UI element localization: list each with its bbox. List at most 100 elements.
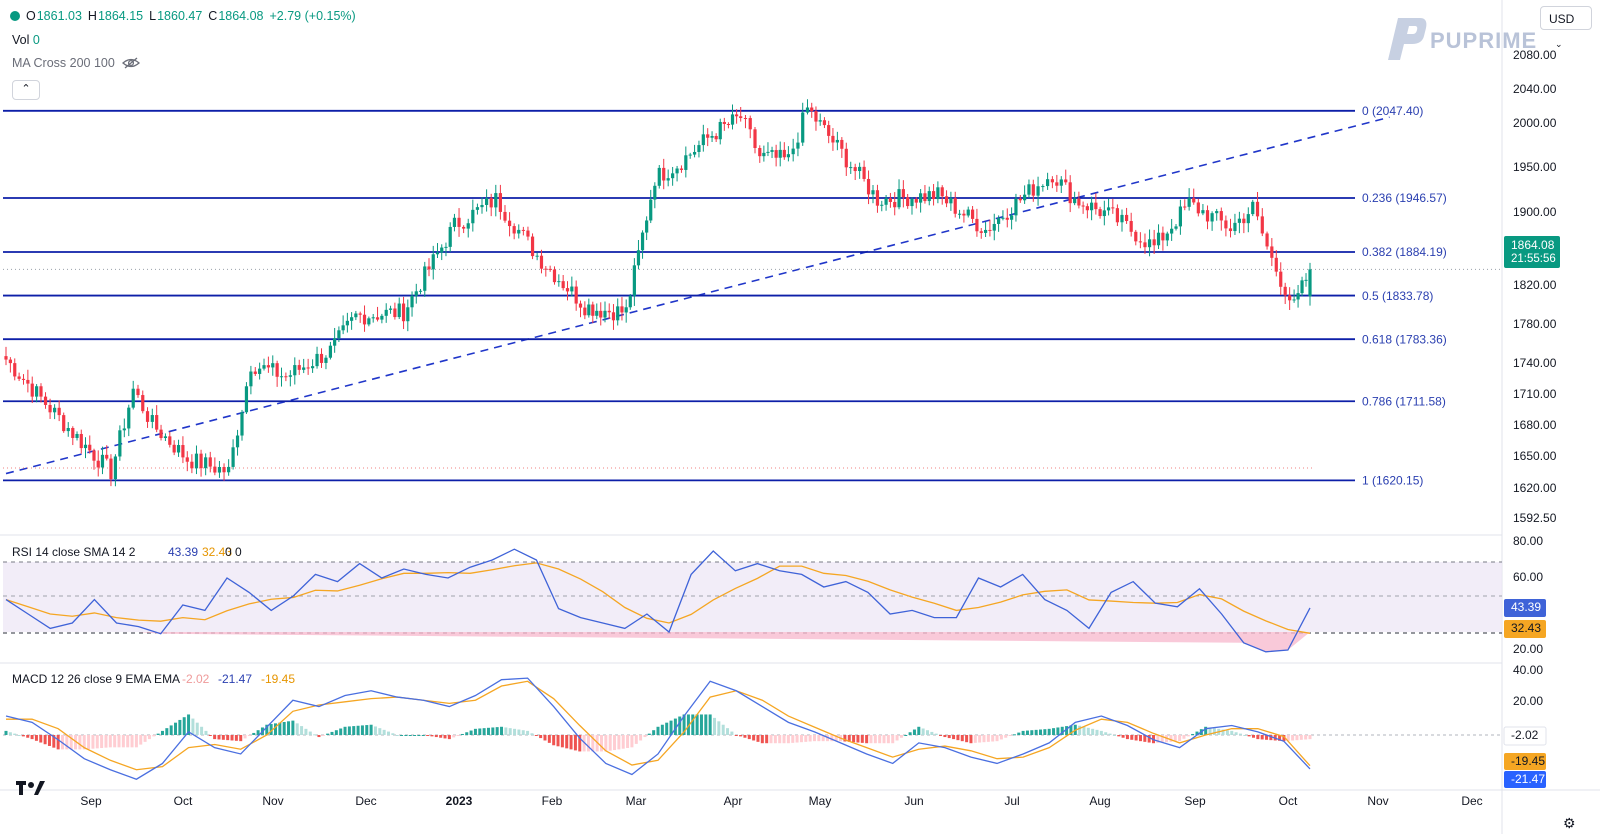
candle-body: [1246, 214, 1250, 224]
candle-body: [805, 107, 810, 113]
currency-select[interactable]: USD ⌄: [1540, 6, 1592, 49]
close-label: C: [208, 9, 218, 23]
macd-histogram-bar: [952, 735, 956, 740]
macd-histogram-bar: [782, 735, 786, 744]
macd-histogram-bar: [639, 735, 643, 741]
macd-histogram-bar: [21, 735, 25, 737]
candle-body: [1156, 232, 1161, 246]
macd-histogram-bar: [147, 735, 151, 740]
ma-cross-legend[interactable]: MA Cross 200 100: [12, 56, 141, 70]
macd-histogram-bar: [330, 731, 334, 735]
macd-histogram-bar: [1256, 735, 1260, 740]
candle-body: [530, 236, 535, 257]
candle-body: [919, 193, 923, 203]
candle-body: [997, 218, 1001, 224]
candle-body: [92, 450, 96, 461]
macd-histogram-bar: [956, 735, 960, 741]
candle-body: [688, 154, 692, 156]
macd-value-tag-label: -21.47: [1511, 772, 1545, 786]
candle-body: [975, 218, 979, 232]
price-tick-label: 2040.00: [1513, 82, 1557, 96]
macd-histogram-bar: [1121, 735, 1125, 738]
macd-histogram-bar: [1099, 730, 1103, 735]
macd-histogram-bar: [1095, 729, 1099, 735]
candle-body: [71, 428, 75, 438]
macd-histogram-bar: [586, 735, 590, 752]
fib-level-label: 0.786 (1711.58): [1362, 394, 1446, 408]
macd-histogram-bar: [1182, 735, 1186, 739]
candle-body: [1265, 233, 1269, 247]
macd-histogram-bar: [387, 731, 391, 735]
candle-body: [822, 120, 827, 126]
candle-body: [1196, 202, 1200, 214]
candle-body: [587, 304, 591, 316]
macd-histogram-bar: [504, 727, 508, 735]
candle-body: [100, 454, 105, 468]
candle-body: [337, 330, 341, 339]
tradingview-logo-icon[interactable]: [16, 777, 46, 803]
candle-body: [35, 386, 39, 397]
candle-body: [444, 246, 448, 248]
candle-body: [570, 286, 574, 292]
candle-body: [583, 307, 587, 316]
macd-histogram-bar: [247, 735, 251, 736]
candle-body: [1098, 209, 1102, 217]
price-tick-label: 1680.00: [1513, 418, 1557, 432]
candle-body: [181, 445, 185, 458]
settings-gear-icon[interactable]: ⚙: [1563, 815, 1576, 831]
rsi-value-tag-label: 43.39: [1511, 600, 1541, 614]
candle-body: [163, 436, 168, 439]
candle-body: [835, 139, 839, 143]
macd-histogram-bar: [565, 735, 569, 749]
macd-histogram-bar: [317, 735, 321, 738]
macd-histogram-bar: [482, 728, 486, 735]
rsi-legend-label: RSI 14 close SMA 14 2: [12, 545, 136, 559]
rsi-sma-tag-label: 32.43: [1511, 621, 1541, 635]
candle-body: [966, 209, 970, 216]
rsi-band-background: [3, 562, 1502, 632]
macd-histogram-bar: [934, 733, 938, 735]
macd-histogram-bar: [195, 722, 199, 735]
macd-histogram-bar: [87, 735, 91, 750]
time-axis-month-label: Aug: [1089, 794, 1110, 808]
price-tick-label: 2080.00: [1513, 48, 1557, 62]
macd-histogram-bar: [1117, 735, 1121, 737]
macd-histogram-bar: [773, 735, 777, 744]
candle-body: [735, 114, 739, 117]
candle-body: [1014, 198, 1018, 216]
eye-hidden-icon[interactable]: [122, 57, 141, 69]
macd-histogram-bar: [213, 735, 217, 740]
macd-histogram-bar: [699, 714, 703, 735]
macd-histogram-bar: [1169, 735, 1173, 742]
candle-body: [75, 433, 79, 438]
macd-histogram-bar: [130, 735, 134, 748]
price-tick-label: 1950.00: [1513, 160, 1557, 174]
macd-histogram-bar: [599, 735, 603, 752]
currency-label: USD: [1549, 12, 1575, 26]
candle-body: [122, 428, 126, 431]
candle-body: [710, 135, 714, 138]
macd-histogram-bar: [769, 735, 773, 744]
macd-histogram-bar: [812, 735, 816, 742]
macd-histogram-bar: [465, 732, 469, 735]
macd-histogram-bar: [369, 724, 373, 735]
candle-body: [1120, 214, 1124, 223]
macd-histogram-bar: [47, 735, 51, 746]
macd-histogram-bar: [1295, 735, 1299, 741]
candle-body: [636, 250, 641, 266]
candle-body: [1224, 220, 1228, 229]
macd-histogram-bar: [1060, 726, 1064, 735]
candle-body: [507, 220, 512, 227]
collapse-legend-button[interactable]: ⌃: [12, 80, 40, 100]
macd-histogram-bar: [1008, 735, 1012, 737]
macd-histogram-bar: [1230, 730, 1234, 735]
macd-histogram-bar: [660, 724, 664, 735]
candle-body: [1210, 213, 1214, 222]
macd-histogram-bar: [808, 735, 812, 742]
candle-body: [1027, 184, 1031, 195]
candle-body: [1059, 179, 1063, 186]
candle-body: [1001, 217, 1005, 219]
change-value: +2.79 (+0.15%): [269, 9, 356, 23]
candle-body: [350, 317, 354, 321]
